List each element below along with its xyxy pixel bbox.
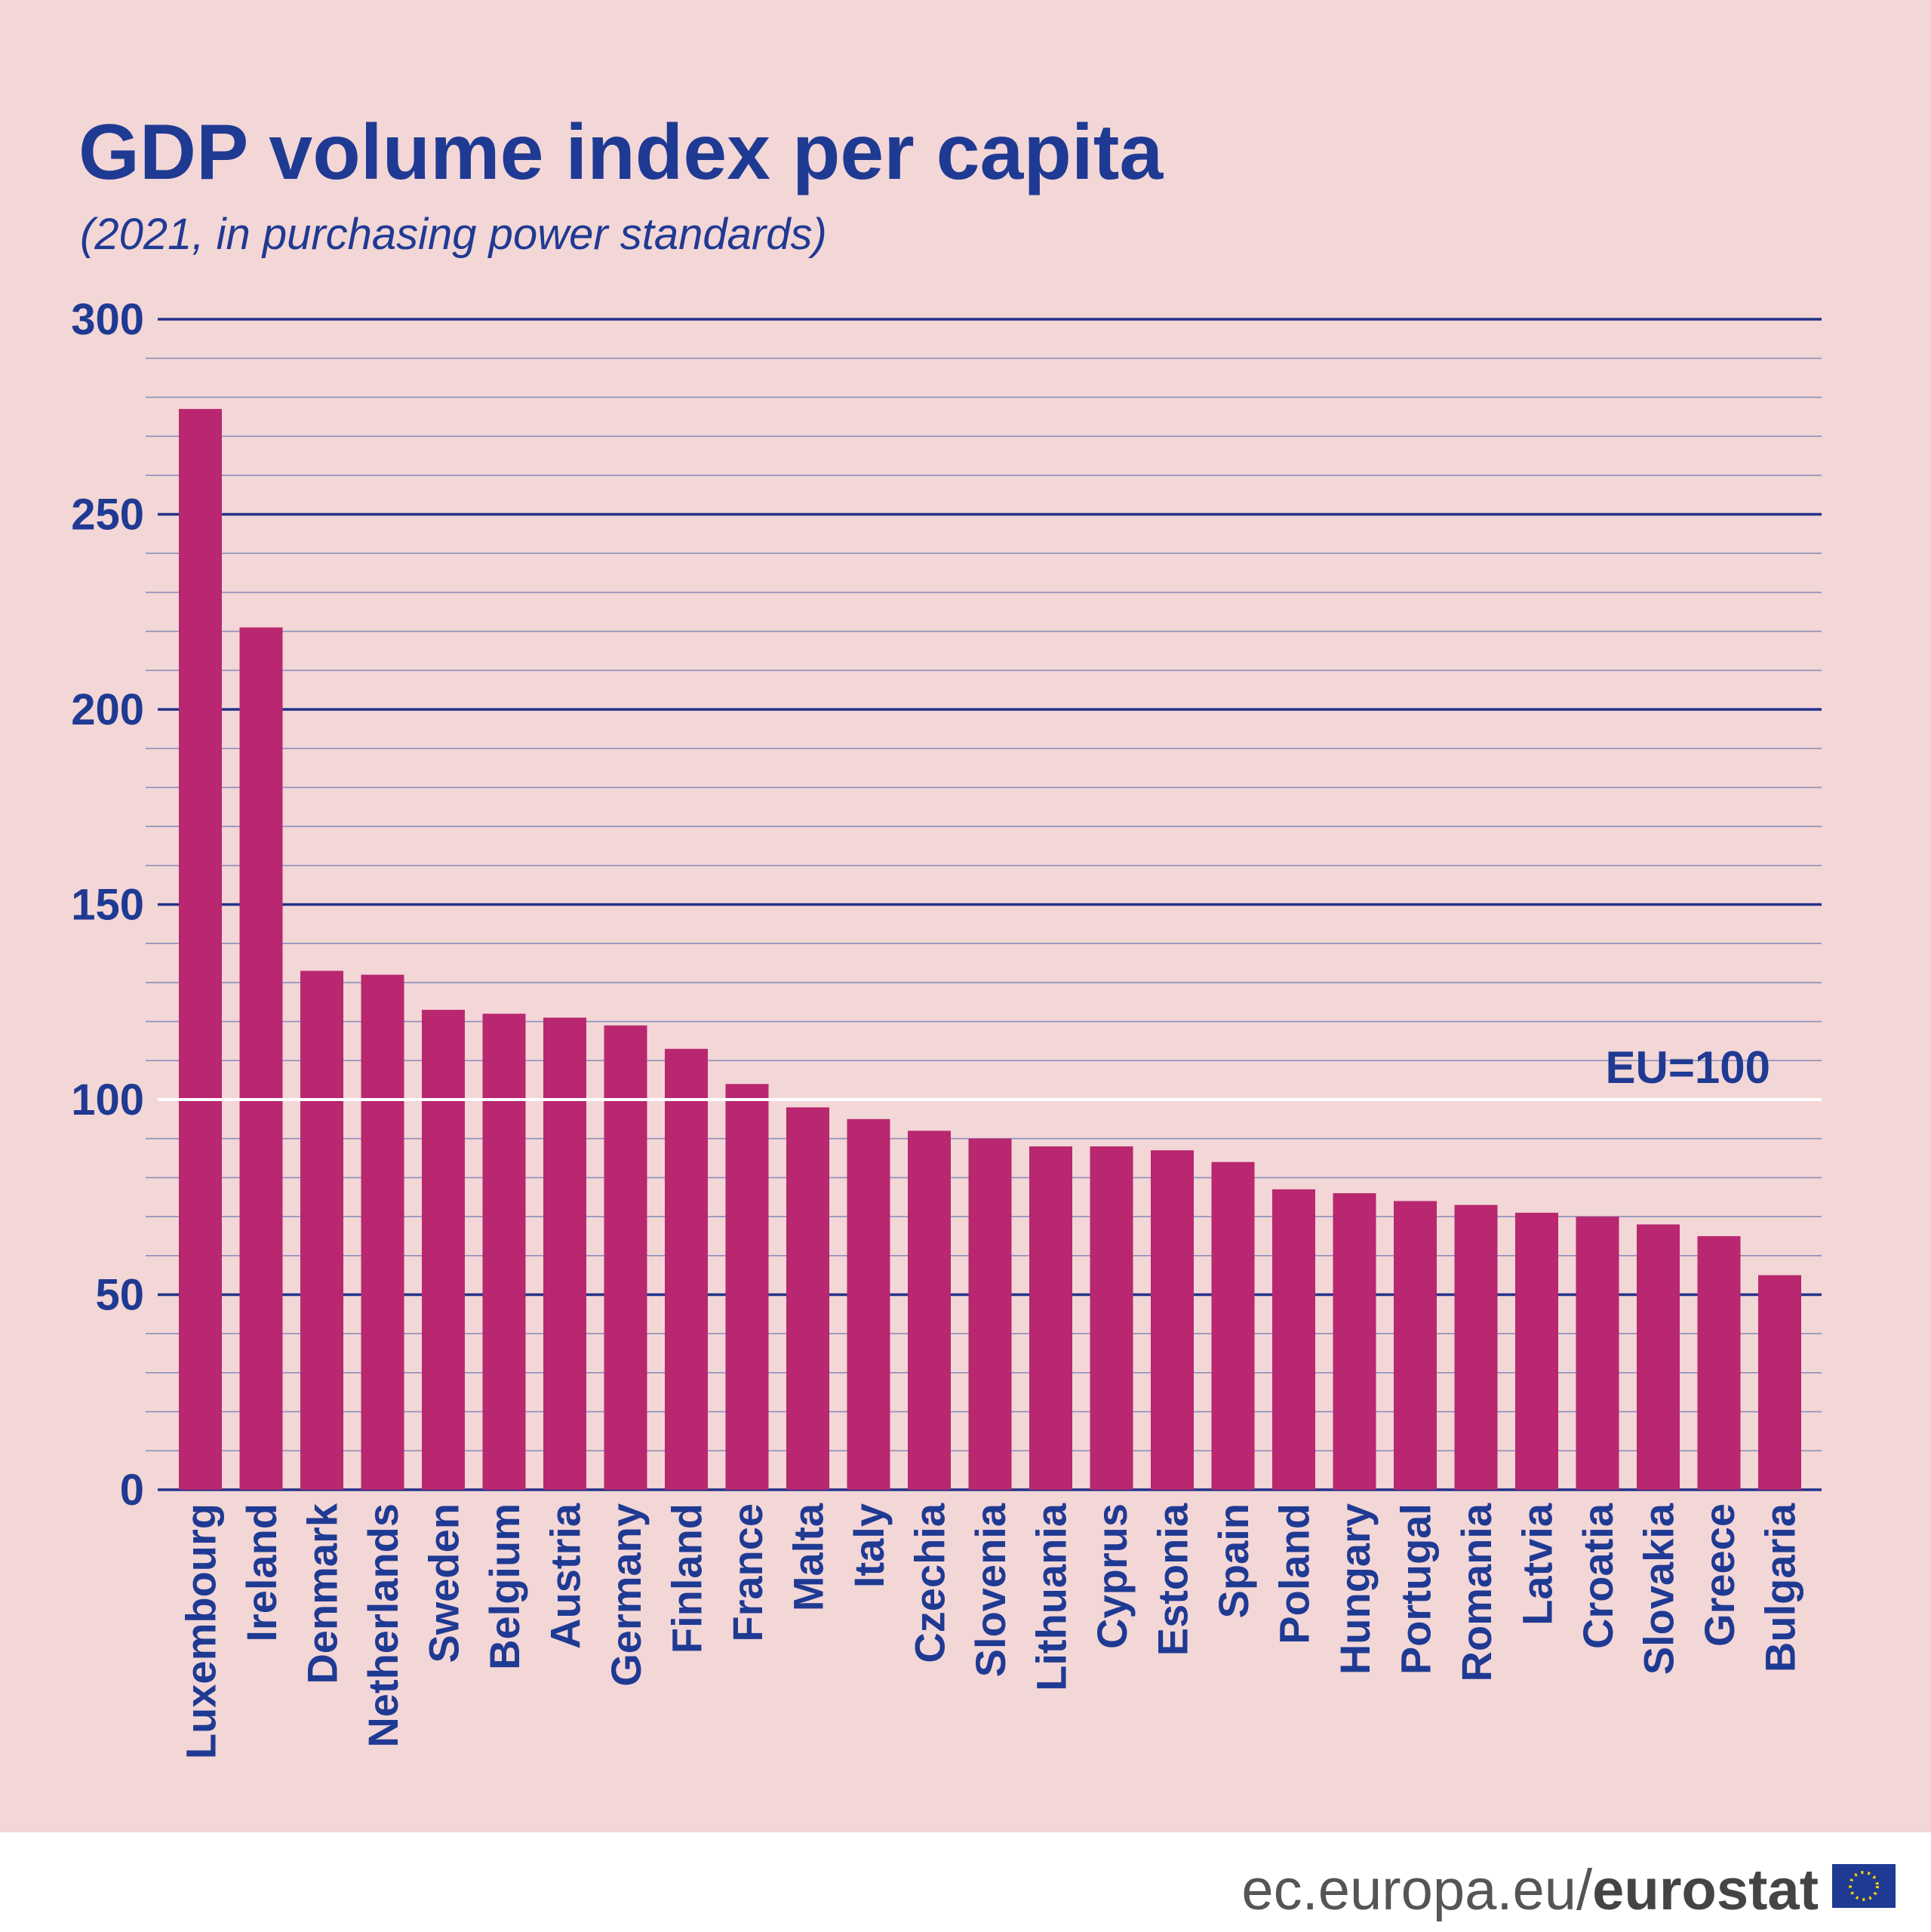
bar bbox=[786, 1107, 829, 1490]
x-tick-label: Sweden bbox=[420, 1503, 468, 1663]
x-tick-label: Estonia bbox=[1149, 1503, 1197, 1656]
bar bbox=[908, 1131, 951, 1490]
bar bbox=[1697, 1235, 1741, 1490]
y-tick-label: 0 bbox=[120, 1466, 144, 1515]
bar bbox=[422, 1010, 465, 1490]
y-tick-label: 50 bbox=[95, 1271, 144, 1320]
x-tick-label: Bulgaria bbox=[1757, 1503, 1804, 1672]
x-tick-label: Netherlands bbox=[359, 1503, 407, 1748]
x-tick-label: Slovakia bbox=[1635, 1503, 1683, 1675]
x-tick-label: Austria bbox=[542, 1503, 589, 1649]
bar bbox=[543, 1017, 586, 1490]
x-tick-label: Hungary bbox=[1331, 1503, 1379, 1675]
x-tick-label: France bbox=[724, 1503, 771, 1642]
x-tick-label: Ireland bbox=[238, 1503, 285, 1642]
x-tick-label: Lithuania bbox=[1028, 1503, 1075, 1691]
eu-flag bbox=[1832, 1864, 1896, 1908]
y-tick-label: 200 bbox=[71, 685, 144, 734]
bar bbox=[1029, 1146, 1072, 1490]
footer-brand: eurostat bbox=[1592, 1858, 1819, 1922]
x-tick-label: Germany bbox=[602, 1503, 650, 1687]
x-tick-label: Luxembourg bbox=[177, 1503, 225, 1759]
bar bbox=[665, 1048, 708, 1490]
footer-band bbox=[0, 1832, 1931, 1932]
y-tick-label: 300 bbox=[71, 295, 144, 344]
x-tick-label: Romania bbox=[1453, 1503, 1500, 1681]
x-tick-label: Belgium bbox=[481, 1503, 528, 1670]
x-tick-label: Malta bbox=[785, 1503, 832, 1611]
footer-site: ec.europa.eu/ bbox=[1241, 1858, 1593, 1922]
bar bbox=[968, 1138, 1012, 1490]
bar bbox=[1394, 1201, 1437, 1490]
bar bbox=[1637, 1224, 1680, 1490]
bar bbox=[239, 627, 283, 1491]
x-tick-label: Czechia bbox=[906, 1503, 954, 1663]
x-tick-label: Latvia bbox=[1514, 1503, 1561, 1626]
bar bbox=[604, 1025, 647, 1490]
y-tick-label: 100 bbox=[71, 1075, 144, 1124]
y-tick-label: 250 bbox=[71, 491, 144, 540]
bar bbox=[1090, 1146, 1133, 1490]
bar bbox=[1211, 1161, 1255, 1490]
bar bbox=[725, 1084, 769, 1490]
bar bbox=[1576, 1217, 1619, 1490]
x-tick-label: Finland bbox=[663, 1503, 711, 1654]
bar bbox=[1454, 1204, 1498, 1490]
x-tick-label: Croatia bbox=[1574, 1503, 1622, 1649]
bar bbox=[1151, 1150, 1194, 1490]
x-tick-label: Denmark bbox=[299, 1503, 346, 1684]
bar bbox=[361, 974, 404, 1490]
bar bbox=[1333, 1193, 1376, 1490]
chart-title: GDP volume index per capita bbox=[78, 109, 1164, 196]
bar bbox=[1515, 1212, 1558, 1490]
bar bbox=[847, 1118, 890, 1490]
bar bbox=[1272, 1189, 1315, 1490]
reference-label: EU=100 bbox=[1606, 1042, 1771, 1093]
bar bbox=[482, 1014, 526, 1490]
x-tick-label: Portugal bbox=[1392, 1503, 1440, 1675]
y-tick-label: 150 bbox=[71, 881, 144, 930]
x-tick-label: Italy bbox=[845, 1503, 893, 1588]
background bbox=[0, 0, 1931, 1832]
x-tick-label: Cyprus bbox=[1088, 1503, 1136, 1649]
bar bbox=[1758, 1275, 1801, 1490]
chart-subtitle: (2021, in purchasing power standards) bbox=[80, 210, 827, 259]
footer-text: ec.europa.eu/eurostat bbox=[1241, 1858, 1819, 1922]
x-tick-label: Greece bbox=[1696, 1503, 1743, 1647]
bar bbox=[179, 408, 222, 1491]
x-tick-label: Spain bbox=[1210, 1503, 1257, 1618]
eu-stars bbox=[1849, 1871, 1879, 1901]
x-tick-label: Slovenia bbox=[967, 1503, 1014, 1677]
bar bbox=[300, 971, 343, 1490]
x-tick-label: Poland bbox=[1271, 1503, 1318, 1644]
